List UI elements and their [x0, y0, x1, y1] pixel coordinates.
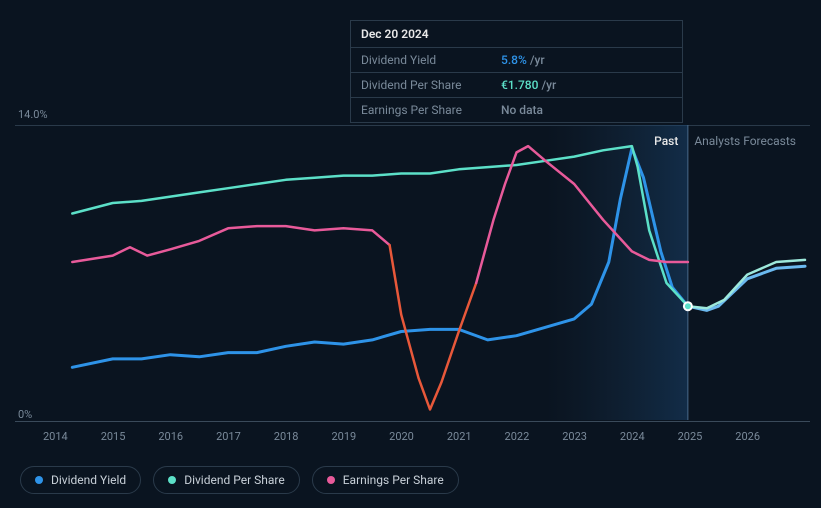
section-past-label: Past — [654, 134, 678, 148]
tooltip-label: Earnings Per Share — [361, 103, 501, 117]
x-tick: 2017 — [216, 430, 241, 443]
tooltip-unit: /yr — [541, 78, 556, 92]
legend-dividend-per-share[interactable]: Dividend Per Share — [153, 466, 300, 494]
tooltip-row: Dividend Per Share€1.780/yr — [351, 73, 682, 98]
tooltip-value: €1.780/yr — [501, 78, 556, 92]
y-tick-min: 0% — [18, 408, 32, 421]
tooltip-value: 5.8%/yr — [501, 53, 545, 67]
section-labels: Past Analysts Forecasts — [654, 134, 796, 148]
legend-dot-icon — [35, 476, 43, 484]
x-tick: 2021 — [447, 430, 472, 443]
legend-label: Dividend Per Share — [184, 473, 285, 487]
tooltip-row: Dividend Yield5.8%/yr — [351, 48, 682, 73]
x-tick: 2019 — [331, 430, 356, 443]
tooltip-value: No data — [501, 103, 543, 117]
section-forecast-label: Analysts Forecasts — [694, 134, 796, 148]
tooltip-row: Earnings Per ShareNo data — [351, 98, 682, 122]
x-tick: 2024 — [620, 430, 645, 443]
x-tick: 2020 — [389, 430, 414, 443]
x-tick: 2026 — [735, 430, 760, 443]
legend: Dividend Yield Dividend Per Share Earnin… — [20, 466, 459, 494]
legend-earnings-per-share[interactable]: Earnings Per Share — [312, 466, 459, 494]
legend-label: Earnings Per Share — [343, 473, 444, 487]
x-tick: 2018 — [274, 430, 299, 443]
tooltip-label: Dividend Per Share — [361, 78, 501, 92]
x-tick: 2014 — [43, 430, 68, 443]
y-tick-max: 14.0% — [18, 108, 48, 121]
tooltip-date: Dec 20 2024 — [351, 21, 682, 48]
legend-dot-icon — [168, 476, 176, 484]
x-tick: 2023 — [562, 430, 587, 443]
x-tick: 2016 — [158, 430, 183, 443]
legend-dividend-yield[interactable]: Dividend Yield — [20, 466, 141, 494]
legend-dot-icon — [327, 476, 335, 484]
tooltip-unit: /yr — [530, 53, 545, 67]
legend-label: Dividend Yield — [51, 473, 126, 487]
x-tick: 2025 — [678, 430, 703, 443]
tooltip-label: Dividend Yield — [361, 53, 501, 67]
x-tick: 2015 — [101, 430, 126, 443]
hover-tooltip: Dec 20 2024 Dividend Yield5.8%/yrDividen… — [350, 20, 683, 123]
x-tick: 2022 — [505, 430, 530, 443]
